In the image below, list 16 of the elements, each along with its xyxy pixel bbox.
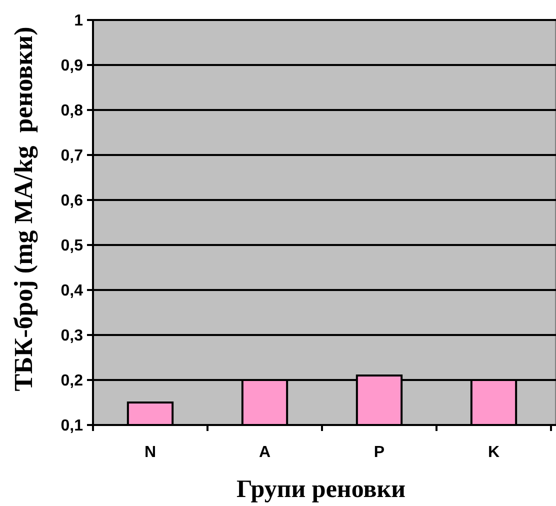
y-tick-label: 0,5: [60, 238, 84, 255]
y-tick-label: 0,2: [60, 372, 84, 390]
y-tick-label: 1: [74, 12, 84, 30]
x-tick-label: P: [374, 444, 385, 461]
x-tick-label: A: [258, 444, 271, 461]
x-axis-title: Групи реновки: [236, 476, 406, 503]
y-tick-label: 0,8: [60, 102, 84, 120]
y-axis-title: ТБК-број (mg MA/kg реновки): [9, 26, 38, 392]
x-tick-label: K: [488, 444, 500, 461]
y-tick-label: 0,9: [60, 58, 84, 75]
y-tick-label: 0,7: [60, 148, 84, 165]
x-tick-label: N: [144, 444, 156, 461]
y-tick-label: 0,6: [60, 192, 84, 210]
y-tick-label: 0,3: [60, 328, 84, 345]
y-tick-label: 0,1: [60, 418, 84, 435]
y-tick-label: 0,4: [60, 282, 84, 300]
